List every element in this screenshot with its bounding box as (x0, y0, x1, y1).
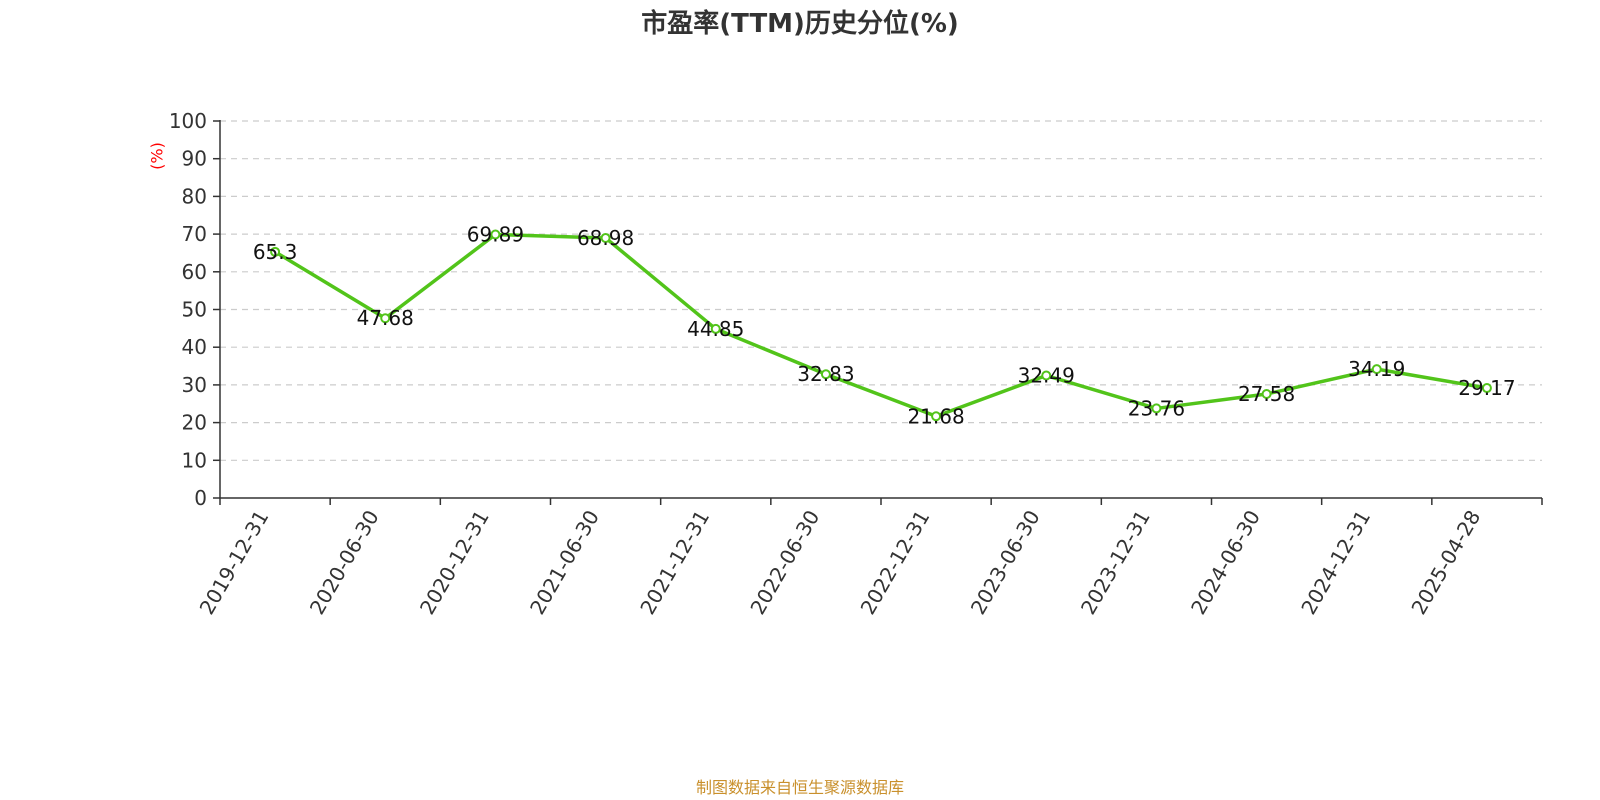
y-tick-label: 50 (182, 298, 207, 322)
x-tick-label: 2023-12-31 (1076, 506, 1155, 619)
x-tick-label: 2023-06-30 (966, 506, 1045, 619)
x-tick-label: 2020-12-31 (415, 506, 494, 619)
data-point (931, 411, 942, 422)
data-label: 69.89 (467, 223, 524, 247)
data-label: 34.19 (1348, 357, 1405, 381)
x-tick-label: 2021-12-31 (635, 506, 714, 619)
data-label: 27.58 (1238, 382, 1295, 406)
data-label: 29.17 (1458, 376, 1515, 400)
data-labels: 65.3 47.68 69.89 68.98 44.85 32.83 21.68 32.49 2… (253, 223, 1516, 429)
x-tick-label: 2021-06-30 (525, 506, 604, 619)
y-axis-label: (%) (148, 142, 167, 170)
y-tick-label: 100 (169, 109, 207, 133)
data-point (380, 313, 391, 324)
data-point (1371, 364, 1382, 375)
data-point (820, 369, 831, 380)
chart-title: 市盈率(TTM)历史分位(%) (641, 9, 959, 39)
data-point (1261, 389, 1272, 400)
x-tick-label: 2024-06-30 (1186, 506, 1265, 619)
x-tick-label: 2022-06-30 (745, 506, 824, 619)
y-tick-label: 0 (194, 486, 207, 510)
data-point (1481, 383, 1492, 394)
y-tick-label: 20 (182, 411, 207, 435)
x-tick-label: 2020-06-30 (305, 506, 384, 619)
y-tick-label: 90 (182, 147, 207, 171)
data-label: 21.68 (907, 404, 964, 428)
series-line-group (270, 229, 1492, 422)
y-tick-label: 60 (182, 260, 207, 284)
data-point (600, 232, 611, 243)
source-note: 制图数据来自恒生聚源数据库 (695, 778, 904, 797)
series-line (273, 232, 1489, 419)
data-point (270, 246, 281, 257)
x-tick-label: 2025-04-28 (1406, 506, 1485, 619)
x-tick-label: 2019-12-31 (195, 506, 274, 619)
data-label: 32.49 (1018, 364, 1075, 388)
y-tick-label: 30 (182, 373, 207, 397)
data-label: 65.3 (253, 240, 298, 264)
data-label: 44.85 (687, 317, 744, 341)
grid-lines (220, 120, 1542, 461)
data-label: 32.83 (797, 362, 854, 386)
data-label: 68.98 (577, 226, 634, 250)
x-axis: 2019-12-31 2020-06-30 2020-12-31 2021-06-30… (195, 497, 1543, 619)
data-label: 47.68 (357, 306, 414, 330)
y-tick-label: 80 (182, 184, 207, 208)
data-point (1151, 403, 1162, 414)
data-point (490, 229, 501, 240)
y-tick-label: 10 (182, 448, 207, 472)
x-tick-label: 2022-12-31 (856, 506, 935, 619)
y-tick-label: 70 (182, 222, 207, 246)
data-point (1041, 370, 1052, 381)
data-point (710, 323, 721, 334)
data-label: 23.76 (1128, 396, 1185, 420)
y-axis: 0 10 20 30 40 50 60 70 80 90 100 (169, 109, 221, 510)
x-tick-label: 2024-12-31 (1296, 506, 1375, 619)
y-tick-label: 40 (182, 335, 207, 359)
